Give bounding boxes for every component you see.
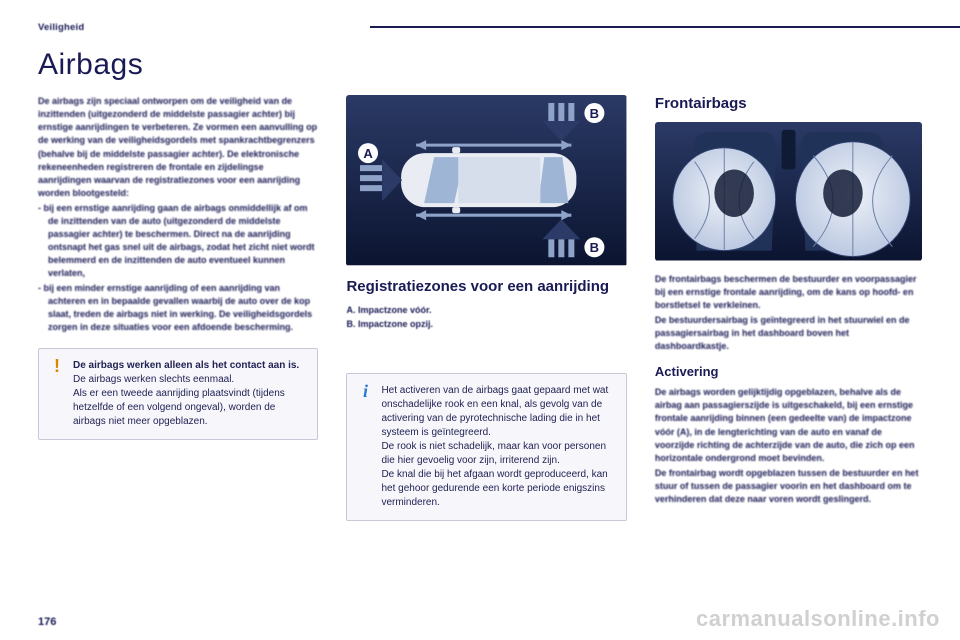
warn-line-2: Als er een tweede aanrijding plaatsvindt… — [73, 387, 307, 429]
impact-zones-svg: A B — [346, 95, 626, 265]
left-bullet-2: bij een minder ernstige aanrijding of ee… — [48, 282, 318, 334]
svg-text:B: B — [590, 106, 599, 121]
page: Veiligheid Airbags De airbags zijn speci… — [0, 0, 960, 640]
info-p2: De rook is niet schadelijk, maar kan voo… — [381, 440, 615, 468]
warn-line-1: De airbags werken slechts eenmaal. — [73, 373, 307, 387]
footer-url: carmanualsonline.info — [696, 604, 940, 634]
info-box: i Het activeren van de airbags gaat gepa… — [346, 373, 626, 521]
figure-front-airbags — [655, 122, 922, 260]
figure-impact-zones: A B — [346, 95, 626, 265]
left-intro-text: De airbags zijn speciaal ontworpen om de… — [38, 95, 318, 199]
legend-a: A. Impactzone vóór. — [346, 304, 626, 316]
front-airbags-svg — [655, 122, 922, 260]
left-bullet-1: bij een ernstige aanrijding gaan de airb… — [48, 202, 318, 280]
page-number: 176 — [38, 615, 56, 630]
svg-text:B: B — [590, 241, 599, 256]
left-intro: De airbags zijn speciaal ontworpen om de… — [38, 95, 318, 334]
info-p3: De knal die bij het afgaan wordt geprodu… — [381, 468, 615, 510]
right-p2: De bestuurdersairbag is geïntegreerd in … — [655, 314, 922, 353]
info-p1: Het activeren van de airbags gaat gepaar… — [381, 384, 615, 440]
svg-text:A: A — [364, 146, 374, 161]
warning-icon: ! — [48, 357, 66, 375]
info-icon: i — [356, 382, 374, 400]
page-title: Airbags — [38, 45, 922, 86]
columns: De airbags zijn speciaal ontworpen om de… — [38, 95, 922, 520]
warning-box: ! De airbags werken alleen als het conta… — [38, 348, 318, 440]
column-right: Frontairbags — [655, 95, 922, 520]
warn-bold: De airbags werken alleen als het contact… — [73, 360, 299, 371]
legend-b: B. Impactzone opzij. — [346, 318, 626, 330]
mid-heading: Registratiezones voor een aanrijding — [346, 278, 626, 297]
column-left: De airbags zijn speciaal ontworpen om de… — [38, 95, 318, 520]
section-label: Veiligheid — [38, 22, 922, 35]
right-body2: De airbags worden gelijktijdig opgeblaze… — [655, 386, 922, 505]
right-p4: De frontairbag wordt opgeblazen tussen d… — [655, 467, 922, 506]
column-middle: A B — [346, 95, 626, 520]
right-heading: Frontairbags — [655, 95, 922, 114]
right-body: De frontairbags beschermen de bestuurder… — [655, 273, 922, 353]
right-sub2: Activering — [655, 363, 922, 381]
right-p1: De frontairbags beschermen de bestuurder… — [655, 273, 922, 312]
left-bullets: bij een ernstige aanrijding gaan de airb… — [38, 202, 318, 334]
right-p3: De airbags worden gelijktijdig opgeblaze… — [655, 386, 922, 464]
legend: A. Impactzone vóór. B. Impactzone opzij. — [346, 304, 626, 330]
